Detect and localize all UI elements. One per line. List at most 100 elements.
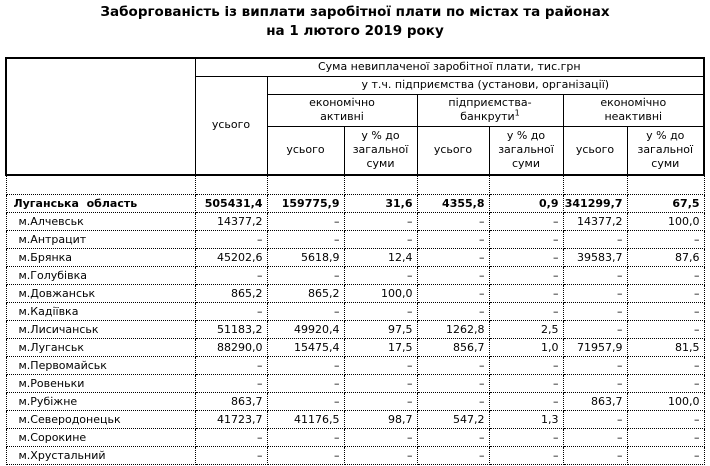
spacer-cell [194, 174, 268, 195]
value-cell: – [562, 427, 628, 447]
row-name-cell: м.Лисичанськ [5, 319, 196, 339]
header-group-inactive: економічно неактивні [562, 93, 705, 127]
value-cell: – [416, 247, 490, 267]
value-cell: 31,6 [343, 193, 418, 213]
value-cell: – [194, 301, 268, 321]
value-cell: – [488, 265, 564, 285]
value-cell: – [416, 229, 490, 249]
value-cell: 14377,2 [562, 211, 628, 231]
table-body: Луганська область 505431,4 159775,9 31,6 435… [5, 174, 705, 465]
value-cell: 159775,9 [266, 193, 345, 213]
value-cell: 39583,7 [562, 247, 628, 267]
value-cell: 67,5 [626, 193, 705, 213]
group-active-line1: економічно [309, 96, 375, 109]
value-cell: 1262,8 [416, 319, 490, 339]
row-name-cell: м.Кадіївка [5, 301, 196, 321]
value-cell: 12,4 [343, 247, 418, 267]
group-active-line2: активні [320, 110, 364, 123]
value-cell: 865,2 [194, 283, 268, 303]
group-inactive-line2: неактивні [604, 110, 663, 123]
value-cell: 41176,5 [266, 409, 345, 429]
value-cell: 51183,2 [194, 319, 268, 339]
value-cell: – [626, 265, 705, 285]
value-cell: – [488, 283, 564, 303]
header-sum-title: Сума невиплаченої заробітної плати, тис.… [194, 57, 705, 77]
value-cell: – [562, 409, 628, 429]
value-cell: – [562, 301, 628, 321]
value-cell: 100,0 [626, 391, 705, 411]
spacer-cell [5, 174, 196, 195]
row-name-cell: м.Хрустальний [5, 445, 196, 465]
value-cell: 1,3 [488, 409, 564, 429]
value-cell: – [488, 391, 564, 411]
value-cell: – [416, 301, 490, 321]
value-cell: – [626, 409, 705, 429]
value-cell: – [266, 301, 345, 321]
value-cell: 505431,4 [194, 193, 268, 213]
value-cell: 863,7 [562, 391, 628, 411]
table-header: Сума невиплаченої заробітної плати, тис.… [5, 57, 705, 176]
header-group-bankrupt: підприємства-банкрути1 [416, 93, 564, 127]
table-row: м.Сорокине – – – – – – – [5, 427, 705, 447]
value-cell: 2,5 [488, 319, 564, 339]
value-cell: 71957,9 [562, 337, 628, 357]
value-cell: 41723,7 [194, 409, 268, 429]
value-cell: 5618,9 [266, 247, 345, 267]
row-name-cell: м.Довжанськ [5, 283, 196, 303]
value-cell: – [416, 265, 490, 285]
value-cell: – [266, 445, 345, 465]
value-cell: – [416, 391, 490, 411]
subheader-inactive-pct: у % до загальної суми [626, 125, 705, 176]
value-cell: 100,0 [343, 283, 418, 303]
spacer-cell [266, 174, 345, 195]
subheader-bankrupt-pct: у % до загальної суми [488, 125, 564, 176]
subheader-inactive-total: усього [562, 125, 628, 176]
value-cell: – [562, 265, 628, 285]
page-title-line1: Заборгованість із виплати заробітної пла… [100, 4, 610, 20]
value-cell: – [626, 427, 705, 447]
value-cell: – [266, 355, 345, 375]
arrears-table: Сума невиплаченої заробітної плати, тис.… [5, 57, 705, 465]
value-cell: – [488, 229, 564, 249]
value-cell: 865,2 [266, 283, 345, 303]
value-cell: – [488, 373, 564, 393]
value-cell: – [626, 445, 705, 465]
value-cell: – [194, 355, 268, 375]
table-row: м.Хрустальний – – – – – – – [5, 445, 705, 465]
group-bankrupt-line1: підприємства- [448, 96, 532, 109]
value-cell: 4355,8 [416, 193, 490, 213]
value-cell: 81,5 [626, 337, 705, 357]
value-cell: – [488, 301, 564, 321]
table-row: м.Антрацит – – – – – – – [5, 229, 705, 249]
value-cell: 98,7 [343, 409, 418, 429]
subheader-bankrupt-total: усього [416, 125, 490, 176]
value-cell: – [416, 373, 490, 393]
value-cell: 88290,0 [194, 337, 268, 357]
value-cell: 87,6 [626, 247, 705, 267]
value-cell: – [488, 211, 564, 231]
spacer-cell [626, 174, 705, 195]
value-cell: – [416, 445, 490, 465]
value-cell: – [562, 283, 628, 303]
value-cell: – [562, 373, 628, 393]
spacer-cell [562, 174, 628, 195]
table-row: м.Брянка 45202,6 5618,9 12,4– –39583,7 87,6 [5, 247, 705, 267]
value-cell: – [562, 319, 628, 339]
table-row: м.Довжанськ 865,2 865,2 100,0– – – – [5, 283, 705, 303]
value-cell: 100,0 [626, 211, 705, 231]
value-cell: 14377,2 [194, 211, 268, 231]
value-cell: 0,9 [488, 193, 564, 213]
spacer-cell [416, 174, 490, 195]
value-cell: – [194, 427, 268, 447]
row-name-cell: м.Рубіжне [5, 391, 196, 411]
value-cell: 17,5 [343, 337, 418, 357]
footnote-marker: 1 [514, 108, 520, 118]
table-row: м.Ровеньки – – – – – – – [5, 373, 705, 393]
table-row: м.Кадіївка – – – – – – – [5, 301, 705, 321]
row-name-cell: м.Алчевськ [5, 211, 196, 231]
value-cell: – [626, 319, 705, 339]
value-cell: – [343, 229, 418, 249]
value-cell: – [343, 211, 418, 231]
row-name-cell: Луганська область [5, 193, 196, 213]
